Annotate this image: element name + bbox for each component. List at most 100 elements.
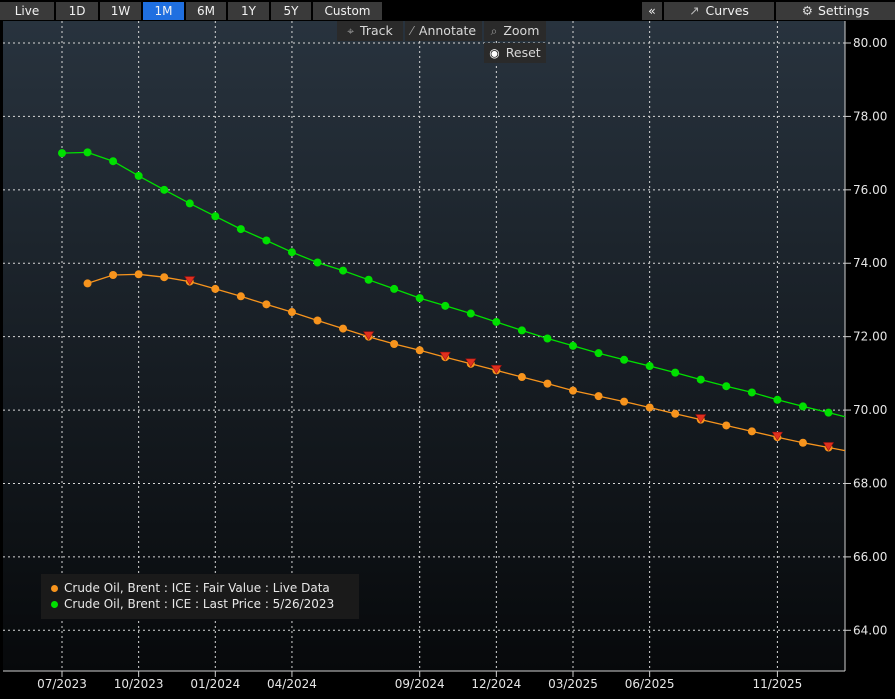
track-button[interactable]: ⌖ Track — [337, 21, 403, 41]
data-point[interactable] — [466, 309, 475, 318]
data-point[interactable] — [620, 355, 629, 364]
data-point[interactable] — [645, 362, 654, 371]
reset-button[interactable]: ◉ Reset — [484, 43, 546, 63]
data-point[interactable] — [262, 236, 271, 245]
data-point[interactable] — [364, 275, 373, 284]
data-point[interactable] — [134, 171, 143, 180]
data-point[interactable] — [671, 368, 680, 377]
legend-item-fair-value[interactable]: Crude Oil, Brent : ICE : Fair Value : Li… — [51, 580, 359, 596]
y-tick-label: 68.00 — [853, 476, 887, 490]
plot-background — [3, 21, 845, 671]
data-point[interactable] — [441, 301, 450, 310]
x-tick-label: 07/2023 — [37, 677, 87, 691]
x-axis-ticks: 07/2023 10/2023 01/2024 04/2024 09/2024 12/20… — [37, 671, 802, 691]
data-point[interactable] — [645, 403, 654, 412]
legend-label-last-price: Crude Oil, Brent : ICE : Last Price : 5/… — [64, 597, 335, 611]
data-point[interactable] — [313, 316, 322, 325]
data-point[interactable] — [109, 270, 118, 279]
annotate-button[interactable]: ⁄ Annotate — [405, 21, 482, 41]
y-tick-label: 66.00 — [853, 550, 887, 564]
x-tick-label: 10/2023 — [114, 677, 164, 691]
data-point[interactable] — [747, 388, 756, 397]
curves-button[interactable]: ↗ Curves — [664, 2, 774, 20]
data-point[interactable] — [773, 395, 782, 404]
curves-label: Curves — [705, 3, 749, 18]
range-button-1d[interactable]: 1D — [56, 2, 98, 20]
data-point[interactable] — [83, 148, 92, 157]
event-marker[interactable] — [822, 442, 835, 452]
data-point[interactable] — [696, 375, 705, 384]
data-point[interactable] — [594, 349, 603, 358]
data-point[interactable] — [722, 382, 731, 391]
event-marker[interactable] — [490, 365, 502, 374]
event-marker[interactable] — [771, 431, 783, 441]
data-point[interactable] — [390, 339, 399, 348]
data-point[interactable] — [671, 409, 680, 418]
y-tick-label: 80.00 — [853, 36, 887, 50]
data-point[interactable] — [747, 427, 756, 436]
event-marker[interactable] — [184, 276, 196, 286]
chart-area[interactable]: 64.00 66.00 68.00 70.00 72.00 74.00 76.00 78.00… — [0, 21, 895, 699]
collapse-button[interactable]: « — [642, 2, 662, 20]
data-point[interactable] — [798, 402, 807, 411]
zoom-button[interactable]: ⌕ Zoom — [484, 21, 546, 41]
data-point[interactable] — [109, 157, 118, 166]
data-point[interactable] — [287, 248, 296, 257]
reset-label: Reset — [505, 45, 541, 60]
x-tick-label: 06/2025 — [625, 677, 675, 691]
event-marker[interactable] — [695, 414, 707, 424]
data-point[interactable] — [262, 300, 271, 309]
data-point[interactable] — [236, 292, 245, 301]
data-point[interactable] — [211, 212, 220, 221]
data-point[interactable] — [390, 284, 399, 293]
data-point[interactable] — [160, 185, 169, 194]
range-button-1m[interactable]: 1M — [143, 2, 184, 20]
data-point[interactable] — [236, 225, 245, 234]
pencil-icon: ⁄ — [410, 24, 413, 38]
data-point[interactable] — [287, 308, 296, 317]
magnifier-icon: ⌕ — [490, 24, 498, 38]
range-button-live[interactable]: Live — [0, 2, 54, 20]
toolbar: Live 1D 1W 1M 6M 1Y 5Y Custom « ↗ Curves ⚙ Settin… — [0, 0, 895, 21]
data-point[interactable] — [492, 317, 501, 326]
series-layer — [58, 148, 846, 452]
data-point[interactable] — [517, 373, 526, 382]
event-marker[interactable] — [363, 331, 375, 341]
settings-button[interactable]: ⚙ Settings — [776, 2, 895, 20]
data-point[interactable] — [339, 266, 348, 275]
data-point[interactable] — [211, 284, 220, 293]
range-button-custom[interactable]: Custom — [313, 2, 382, 20]
x-tick-label: 12/2024 — [471, 677, 521, 691]
data-point[interactable] — [83, 279, 92, 288]
legend-item-last-price[interactable]: Crude Oil, Brent : ICE : Last Price : 5/… — [51, 596, 359, 612]
range-button-1y[interactable]: 1Y — [228, 2, 269, 20]
data-point[interactable] — [594, 392, 603, 401]
event-marker[interactable] — [439, 351, 451, 361]
range-button-5y[interactable]: 5Y — [271, 2, 311, 20]
x-gridlines — [61, 21, 778, 671]
data-point[interactable] — [415, 294, 424, 303]
data-point[interactable] — [517, 326, 526, 335]
y-axis-ticks: 64.00 66.00 68.00 70.00 72.00 74.00 76.00 78.00… — [845, 36, 887, 637]
data-point[interactable] — [569, 341, 577, 350]
data-point[interactable] — [620, 397, 629, 406]
data-point[interactable] — [313, 258, 322, 267]
y-tick-label: 64.00 — [853, 623, 887, 637]
data-point[interactable] — [185, 199, 194, 208]
range-button-1w[interactable]: 1W — [100, 2, 141, 20]
data-point[interactable] — [415, 346, 424, 355]
event-marker[interactable] — [465, 358, 477, 368]
zoom-label: Zoom — [503, 23, 540, 38]
data-point[interactable] — [134, 270, 143, 279]
data-point[interactable] — [722, 421, 731, 430]
data-point[interactable] — [160, 273, 169, 282]
data-point[interactable] — [543, 379, 552, 388]
range-button-6m[interactable]: 6M — [186, 2, 226, 20]
data-point[interactable] — [543, 334, 552, 343]
legend: Crude Oil, Brent : ICE : Fair Value : Li… — [41, 574, 359, 619]
data-point[interactable] — [569, 386, 577, 395]
data-point[interactable] — [339, 324, 348, 333]
data-point[interactable] — [798, 438, 807, 447]
data-point[interactable] — [58, 149, 66, 158]
data-point[interactable] — [824, 408, 833, 417]
